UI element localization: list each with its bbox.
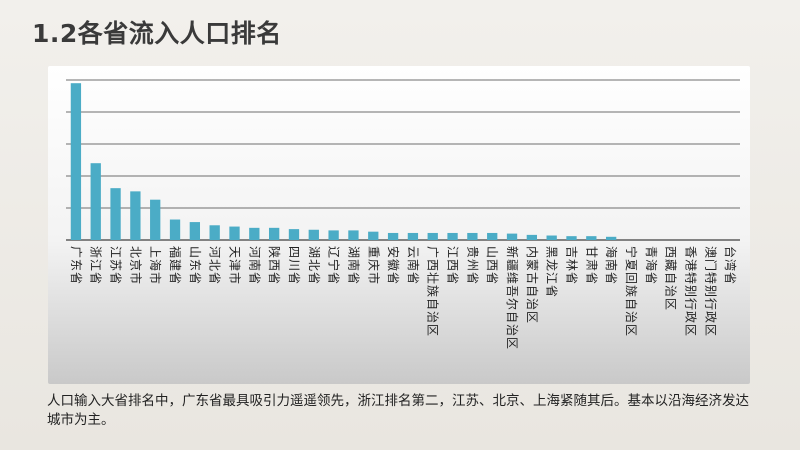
bar [506,233,518,240]
x-tick-label: 内蒙古自治区 [525,246,540,324]
bar [546,235,557,240]
x-tick-label: 云南省 [406,246,421,285]
x-tick-label: 广东省 [69,246,83,285]
x-tick-label: 贵州省 [465,246,479,285]
bar [526,234,538,240]
bar [447,232,458,240]
bar [189,222,201,240]
bar [368,231,379,240]
x-tick-label: 辽宁省 [327,246,342,285]
x-tick-label: 台湾省 [723,246,738,285]
bar [268,227,280,240]
x-tick-label: 吉林省 [565,246,579,285]
x-tick-label: 青海省 [644,246,659,285]
x-tick-label: 江西省 [446,246,460,285]
bar [407,232,419,240]
x-tick-label: 黑龙江省 [545,246,559,298]
bar-chart: 广东省 浙江省 江苏省 北京市 上海市 福建省 山东省 河北省 天津市 河南省 陕西省 四川省 湖北省辽… [66,79,740,350]
bar [209,225,220,240]
bar [387,232,399,240]
x-tick-label: 山西省 [485,246,499,285]
bar [70,83,82,240]
x-tick-label: 重庆市 [366,246,381,285]
x-tick-label: 西藏自治区 [664,246,678,311]
bar [130,191,141,240]
x-tick-label: 福建省 [168,246,183,285]
bar [90,163,101,240]
bar [427,232,438,240]
bar [566,236,577,240]
chart-panel: 广东省 浙江省 江苏省 北京市 上海市 福建省 山东省 河北省 天津市 河南省 陕西省 四川省 湖北省辽… [48,66,750,384]
bar [586,236,597,240]
bar [169,219,181,240]
x-tick-label: 甘肃省 [584,246,598,285]
x-tick-label: 上海市 [148,246,163,285]
x-tick-label: 香港特别行政区 [683,246,698,337]
x-tick-label: 宁夏回族自治区 [624,246,639,337]
x-tick-label: 新疆维吾尔自治区 [505,246,520,350]
bar [348,230,359,240]
chart-caption: 人口输入大省排名中，广东省最具吸引力遥遥领先，浙江排名第二，江苏、北京、上海紧随… [47,393,749,428]
bar [328,230,339,240]
bar [288,229,300,240]
x-tick-label: 广西壮族自治区 [426,246,440,337]
x-tick-label: 河北省 [208,246,222,285]
page-title: 1.2各省流入人口排名 [32,19,282,48]
x-tick-label: 湖北省 [307,246,322,285]
x-tick-label: 北京市 [128,246,143,285]
x-tick-label: 河南省 [247,246,262,285]
x-tick-label: 陕西省 [267,246,282,285]
x-tick-label: 浙江省 [89,246,103,285]
x-tick-label: 湖南省 [346,246,361,285]
x-tick-label: 海南省 [604,246,619,285]
bar [308,229,319,240]
bar [605,236,617,240]
x-tick-label: 天津市 [228,246,243,285]
x-tick-label: 山东省 [188,246,202,285]
bar [150,199,161,240]
bar [467,232,478,240]
bar [110,188,121,240]
x-tick-label: 澳门特别行政区 [703,246,718,337]
bar [229,226,240,240]
bar [249,227,260,240]
bar [487,232,498,240]
x-tick-label: 四川省 [287,246,301,285]
x-tick-label: 安徽省 [386,246,401,285]
x-tick-label: 江苏省 [109,246,123,285]
